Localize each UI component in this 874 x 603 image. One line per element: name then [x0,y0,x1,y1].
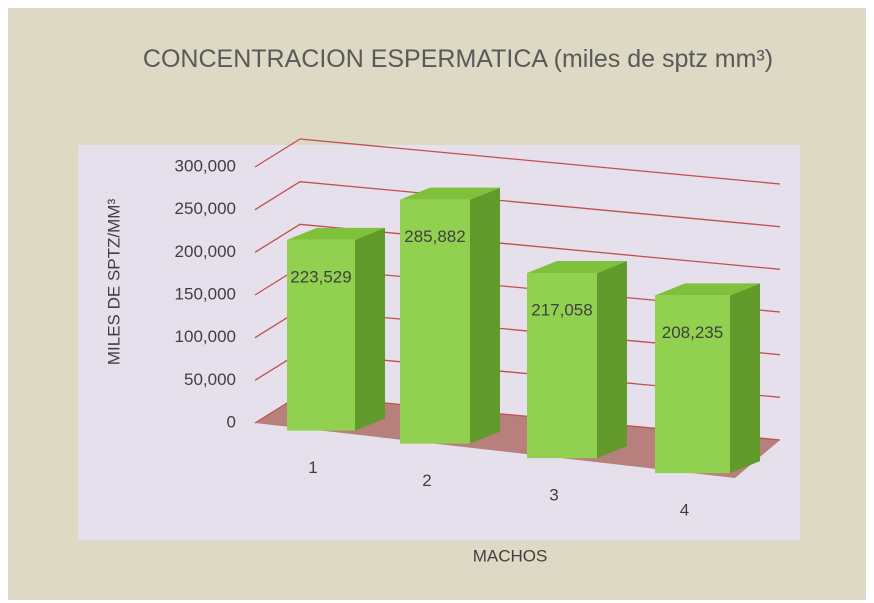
y-tick-label: 50,000 [184,370,236,389]
bar-top [655,283,760,296]
bar-side [730,283,760,474]
y-tick-label: 200,000 [175,242,236,261]
data-label: 285,882 [404,227,465,246]
bar [527,272,597,459]
y-tick-label: 100,000 [175,327,236,346]
y-tick-label: 0 [227,412,236,431]
grid-line [254,180,781,228]
x-tick-label: 1 [308,458,317,477]
y-tick-label: 250,000 [175,199,236,218]
bar-top [287,227,385,240]
bar-side [597,260,627,459]
data-label: 217,058 [531,300,592,319]
bar-side [470,187,500,444]
x-tick-label: 4 [680,501,689,520]
chart-title: CONCENTRACION ESPERMATICA (miles de sptz… [142,45,774,73]
bar-side [355,227,385,431]
x-tick-label: 2 [422,471,431,490]
grid-line [254,223,781,270]
data-label: 223,529 [290,267,351,286]
data-label: 208,235 [662,323,723,342]
bar [400,199,470,444]
grid-line [254,138,781,185]
floor [255,395,780,478]
bar [655,295,730,474]
bar-top [527,260,627,273]
x-tick-label: 3 [549,486,558,505]
bar [287,239,355,431]
y-axis-title: MILES DE SPTZ/MM³ [104,199,123,366]
y-tick-label: 150,000 [175,284,236,303]
bar-top [400,187,500,200]
x-axis-title: MACHOS [473,546,548,565]
y-tick-label: 300,000 [175,156,236,175]
